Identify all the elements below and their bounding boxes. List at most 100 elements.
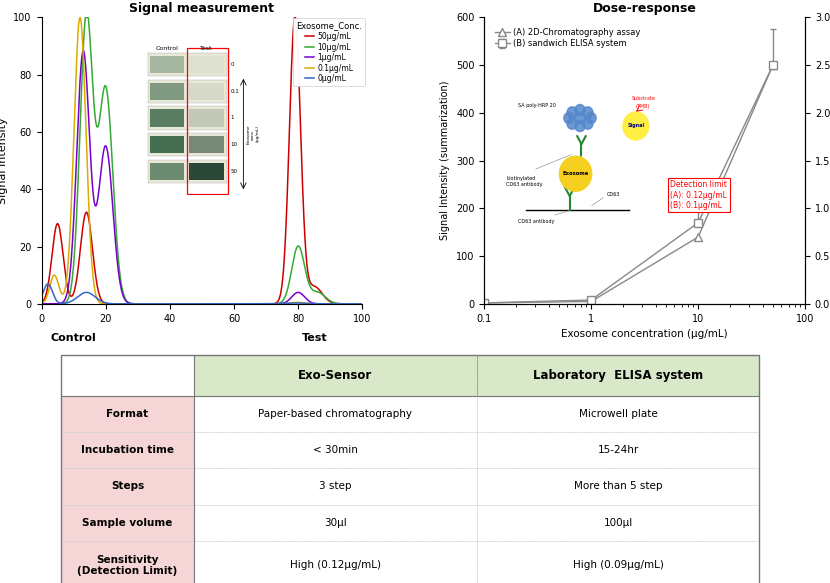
Text: Laboratory  ELISA system: Laboratory ELISA system (533, 368, 703, 382)
0μg/mL (179, 300, 189, 307)
0.1μg/mL (175, 300, 185, 307)
50μg/mL (358, 300, 368, 307)
Line: 1μg/mL: 1μg/mL (42, 51, 363, 304)
0μg/mL (290, 300, 300, 307)
1μg/mL (37, 300, 46, 307)
1μg/mL (78, 47, 88, 54)
Bar (476, 354, 759, 396)
Bar (61, 432, 194, 468)
0.1μg/mL (290, 299, 300, 306)
10μg/mL (349, 300, 359, 307)
Line: 10μg/mL: 10μg/mL (42, 17, 363, 304)
Text: 3 step: 3 step (320, 482, 352, 491)
Text: High (0.12μg/mL): High (0.12μg/mL) (290, 560, 381, 570)
Title: Dose-response: Dose-response (593, 2, 696, 15)
Bar (194, 504, 476, 541)
Bar (61, 396, 194, 432)
Text: Steps: Steps (110, 482, 144, 491)
Line: 50μg/mL: 50μg/mL (42, 17, 363, 304)
0.1μg/mL (349, 300, 359, 307)
Text: More than 5 step: More than 5 step (574, 482, 662, 491)
Text: Microwell plate: Microwell plate (579, 409, 657, 419)
10μg/mL (53, 300, 63, 307)
Bar (476, 504, 759, 541)
Bar (194, 468, 476, 504)
50μg/mL (37, 299, 46, 306)
0μg/mL (37, 293, 46, 300)
0μg/mL (184, 300, 194, 307)
Y-axis label: Signal Intensity (summarization): Signal Intensity (summarization) (441, 81, 451, 240)
Line: 0.1μg/mL: 0.1μg/mL (42, 17, 363, 304)
10μg/mL (290, 252, 300, 259)
Bar (476, 432, 759, 468)
50μg/mL (53, 220, 63, 227)
0.1μg/mL (358, 300, 368, 307)
Legend: 50μg/mL, 10μg/mL, 1μg/mL, 0.1μg/mL, 0μg/mL: 50μg/mL, 10μg/mL, 1μg/mL, 0.1μg/mL, 0μg/… (293, 19, 365, 86)
Text: Detection limit
(A): 0.12μg/mL
(B): 0.1μg/mL: Detection limit (A): 0.12μg/mL (B): 0.1μ… (671, 180, 727, 210)
10μg/mL (349, 300, 359, 307)
Line: 0μg/mL: 0μg/mL (42, 284, 363, 304)
(A) 2D-Chromatography assay (693, 234, 703, 241)
50μg/mL (290, 15, 300, 22)
Text: 100μl: 100μl (603, 518, 632, 528)
50μg/mL (180, 300, 190, 307)
0μg/mL (349, 300, 359, 307)
Bar (61, 504, 194, 541)
Bar (194, 432, 476, 468)
Text: 30μl: 30μl (324, 518, 347, 528)
0.1μg/mL (53, 279, 63, 286)
Bar (476, 468, 759, 504)
Text: High (0.09μg/mL): High (0.09μg/mL) (573, 560, 663, 570)
(A) 2D-Chromatography assay (768, 62, 778, 69)
Text: Sample volume: Sample volume (82, 518, 173, 528)
Text: Format: Format (106, 409, 149, 419)
Bar (194, 396, 476, 432)
50μg/mL (349, 300, 359, 307)
Bar (61, 541, 194, 583)
1μg/mL (349, 300, 359, 307)
Text: Paper-based chromatography: Paper-based chromatography (258, 409, 413, 419)
Bar (194, 541, 476, 583)
Text: < 30min: < 30min (313, 445, 358, 455)
Title: Signal measurement: Signal measurement (129, 2, 275, 15)
10μg/mL (81, 14, 90, 21)
Legend: (A) 2D-Chromatography assay, (B) sandwich ELISA system: (A) 2D-Chromatography assay, (B) sandwic… (491, 24, 644, 52)
Text: Control: Control (51, 333, 96, 343)
1μg/mL (349, 300, 359, 307)
50μg/mL (290, 14, 300, 21)
1μg/mL (290, 291, 300, 298)
0μg/mL (193, 300, 203, 307)
0.1μg/mL (184, 300, 194, 307)
X-axis label: Exosome concentration (μg/mL): Exosome concentration (μg/mL) (561, 329, 728, 339)
1μg/mL (358, 300, 368, 307)
Bar (476, 541, 759, 583)
0.1μg/mL (37, 300, 46, 307)
1μg/mL (53, 300, 63, 307)
10μg/mL (203, 300, 212, 307)
Y-axis label: Signal Intensity: Signal Intensity (0, 117, 7, 204)
Bar (61, 354, 194, 396)
Bar (476, 396, 759, 432)
10μg/mL (358, 300, 368, 307)
Text: Sensitivity
(Detection Limit): Sensitivity (Detection Limit) (77, 554, 178, 576)
Bar (194, 354, 476, 396)
0.1μg/mL (193, 300, 203, 307)
Text: 15-24hr: 15-24hr (598, 445, 638, 455)
Bar (61, 468, 194, 504)
1μg/mL (184, 300, 194, 307)
10μg/mL (193, 300, 203, 307)
10μg/mL (184, 300, 194, 307)
10μg/mL (37, 300, 46, 307)
0μg/mL (349, 300, 359, 307)
0μg/mL (43, 280, 53, 287)
0μg/mL (358, 300, 368, 307)
0.1μg/mL (75, 14, 85, 21)
0.1μg/mL (349, 300, 359, 307)
(A) 2D-Chromatography assay (479, 300, 489, 307)
0μg/mL (53, 298, 63, 305)
Text: Incubation time: Incubation time (81, 445, 174, 455)
Text: Exo-Sensor: Exo-Sensor (298, 368, 373, 382)
(A) 2D-Chromatography assay (586, 298, 596, 305)
50μg/mL (193, 300, 203, 307)
50μg/mL (184, 300, 194, 307)
